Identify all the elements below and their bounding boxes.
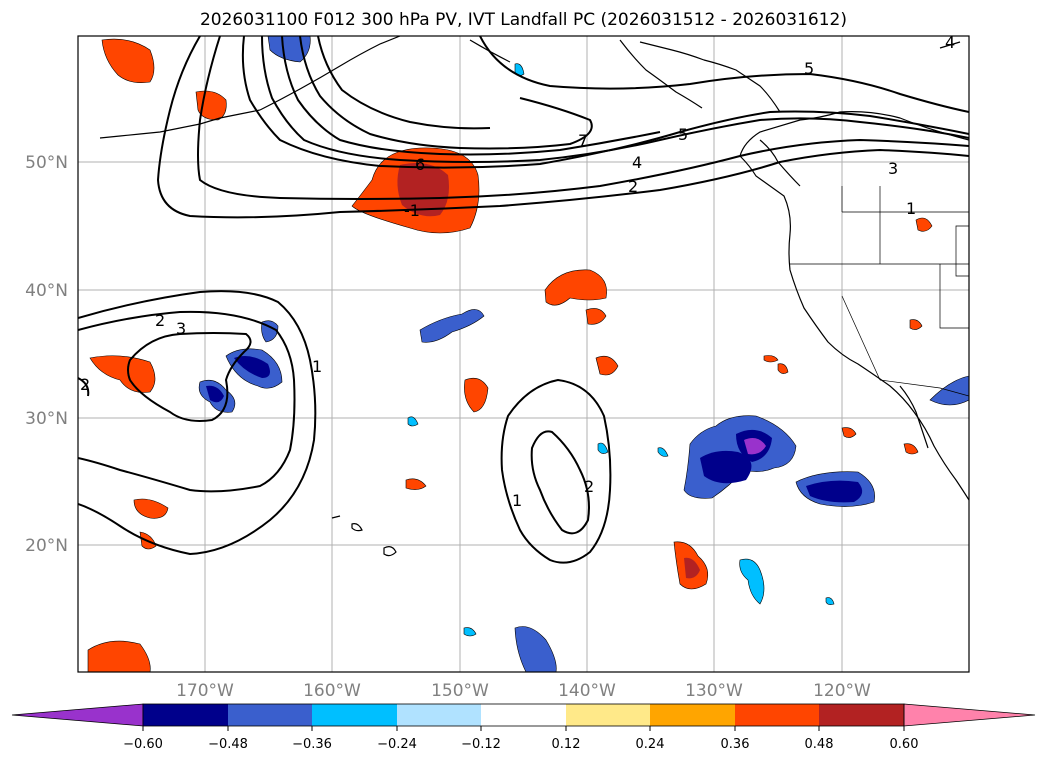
colorbar-tick-label: −0.24 <box>377 737 417 752</box>
colorbar-ticks <box>142 726 905 731</box>
colorbar-tick-label: −0.12 <box>461 737 501 752</box>
lat-label-20n: 20°N <box>25 536 68 556</box>
colorbar-tick-label: 0.24 <box>636 737 665 752</box>
lat-label-50n: 50°N <box>25 153 68 173</box>
contour-label-4b: 4 <box>945 33 955 52</box>
lat-label-40n: 40°N <box>25 281 68 301</box>
plot-frame <box>77 35 970 673</box>
colorbar-segment <box>566 704 650 726</box>
colorbar-segment <box>312 704 397 726</box>
contour-label-7: 7 <box>578 131 588 150</box>
contour-label-2edge: 2 <box>80 375 90 394</box>
lon-label-140w: 140°W <box>558 681 616 701</box>
longitude-labels: 170°W 160°W 150°W 140°W 130°W 120°W <box>176 681 871 701</box>
contour-label-5b: 5 <box>804 59 814 78</box>
colorbar: −0.60 −0.48 −0.36 −0.24 −0.12 0.12 0.24 … <box>11 703 1036 752</box>
colorbar-tick-label: 0.60 <box>890 737 919 752</box>
contour-label-2w: 2 <box>155 311 165 330</box>
negative-anomaly-fills <box>198 36 969 672</box>
colorbar-segment <box>481 704 566 726</box>
latitude-labels: 50°N 40°N 30°N 20°N <box>25 153 68 556</box>
lon-label-120w: 120°W <box>813 681 871 701</box>
colorbar-tick-label: 0.36 <box>721 737 750 752</box>
contour-label-1b: 1 <box>906 199 916 218</box>
colorbar-segment <box>228 704 312 726</box>
colorbar-segment <box>143 704 228 726</box>
lon-label-130w: 130°W <box>685 681 743 701</box>
contour-label-3w: 3 <box>176 319 186 338</box>
colorbar-segment <box>819 704 904 726</box>
contour-label-neg1: -1 <box>404 201 420 220</box>
colorbar-tick-label: −0.48 <box>208 737 248 752</box>
contour-label-3b: 3 <box>888 159 898 178</box>
colorbar-segment <box>735 704 819 726</box>
contour-label-1c: 1 <box>512 491 522 510</box>
colorbar-tick-label: 0.12 <box>552 737 581 752</box>
map-plot-area: 6 -1 7 4 2 5 5 4 3 1 2 3 1 1 2 2 <box>78 33 969 672</box>
map-title: 2026031100 F012 300 hPa PV, IVT Landfall… <box>199 10 847 30</box>
contour-label-1w: 1 <box>312 357 322 376</box>
pv-contours <box>78 36 969 564</box>
lat-label-30n: 30°N <box>25 409 68 429</box>
colorbar-extend-high <box>903 703 1036 727</box>
lon-label-160w: 160°W <box>303 681 361 701</box>
colorbar-segment <box>397 704 481 726</box>
political-borders <box>790 186 969 397</box>
colorbar-segment <box>650 704 735 726</box>
lon-label-150w: 150°W <box>431 681 489 701</box>
contour-label-2: 2 <box>628 177 638 196</box>
contour-label-6: 6 <box>415 155 425 174</box>
contour-label-4: 4 <box>632 153 642 172</box>
colorbar-tick-label: −0.60 <box>123 737 163 752</box>
contour-label-5: 5 <box>678 125 688 144</box>
colorbar-tick-label: 0.48 <box>805 737 834 752</box>
colorbar-extend-low <box>11 703 144 727</box>
colorbar-tick-label: −0.36 <box>292 737 332 752</box>
contour-labels: 6 -1 7 4 2 5 5 4 3 1 2 3 1 1 2 2 <box>80 33 955 510</box>
contour-label-2c: 2 <box>584 477 594 496</box>
lon-label-170w: 170°W <box>176 681 234 701</box>
